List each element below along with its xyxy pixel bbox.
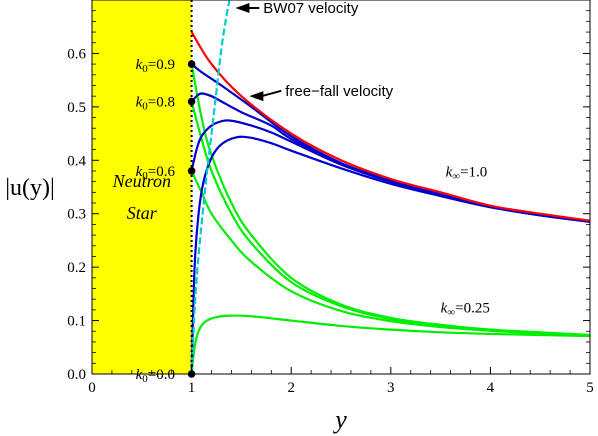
k-inf-025-label: k∞=0.25: [441, 301, 490, 319]
x-tick-label-4: 4: [487, 380, 495, 396]
free-fall-arrow-head: [249, 91, 264, 102]
k0-label-3: k0=0.0: [136, 367, 175, 385]
x-tick-label-2: 2: [287, 380, 295, 396]
series-k-inf-025-8: [190, 314, 590, 374]
series-bw07-9: [190, 0, 231, 374]
series-k-inf-1-3: [190, 119, 590, 223]
neutron-star-label-line1: Neutron: [112, 171, 171, 191]
neutron-star-region: [92, 0, 192, 374]
series-k-inf-025-6: [190, 101, 590, 337]
series-k-inf-1-4: [190, 135, 590, 374]
plot-frame: [91, 0, 591, 375]
x-tick-label-5: 5: [586, 380, 594, 396]
series-layer: [190, 0, 590, 374]
series-k-inf-1-2: [190, 92, 590, 223]
initial-point-1: [187, 97, 196, 106]
x-tick-label-0: 0: [88, 380, 96, 396]
k0-label-2: k0=0.6: [136, 164, 176, 182]
free-fall-arrow-line: [261, 89, 282, 98]
initial-point-0: [187, 60, 196, 68]
y-tick-label-3: 0.3: [67, 207, 86, 223]
x-axis-title: y: [332, 405, 347, 434]
series-free-fall-0: [190, 31, 590, 222]
k-inf-1-label: k∞=1.0: [446, 164, 488, 182]
free-fall-label: free−fall velocity: [285, 83, 393, 100]
y-tick-label-4: 0.4: [67, 153, 86, 169]
bw07-arrow-head: [235, 3, 250, 14]
y-tick-label-1: 0.1: [67, 314, 86, 330]
y-tick-label-5: 0.5: [67, 100, 86, 116]
x-tick-label-1: 1: [188, 380, 196, 396]
x-tick-label-3: 3: [387, 380, 395, 396]
k0-label-0: k0=0.9: [136, 57, 175, 75]
y-tick-label-6: 0.6: [67, 46, 86, 62]
y-axis-title: |u(y)|: [5, 175, 55, 201]
k0-label-1: k0=0.8: [136, 95, 175, 113]
y-tick-label-0: 0.0: [67, 367, 86, 383]
initial-point-2: [187, 167, 196, 175]
k-inf-1-value: =1.0: [460, 164, 487, 180]
bw07-label: BW07 velocity: [263, 0, 359, 17]
k-inf-025-value: =0.25: [455, 301, 490, 317]
series-k-inf-025-7: [190, 170, 590, 337]
y-tick-label-2: 0.2: [67, 260, 86, 276]
annotation-layer: BW07 velocity free−fall velocity k∞=1.0 …: [235, 0, 490, 319]
neutron-star-label-line2: Star: [127, 203, 158, 223]
initial-points-layer: k0=0.9 k0=0.8 k0=0.6 k0=0.0: [136, 57, 196, 385]
ticks-layer: 0 1 2 3 4 5 0.0 0.1 0.2 0.3 0.4 0.5 0.6: [67, 10, 594, 396]
